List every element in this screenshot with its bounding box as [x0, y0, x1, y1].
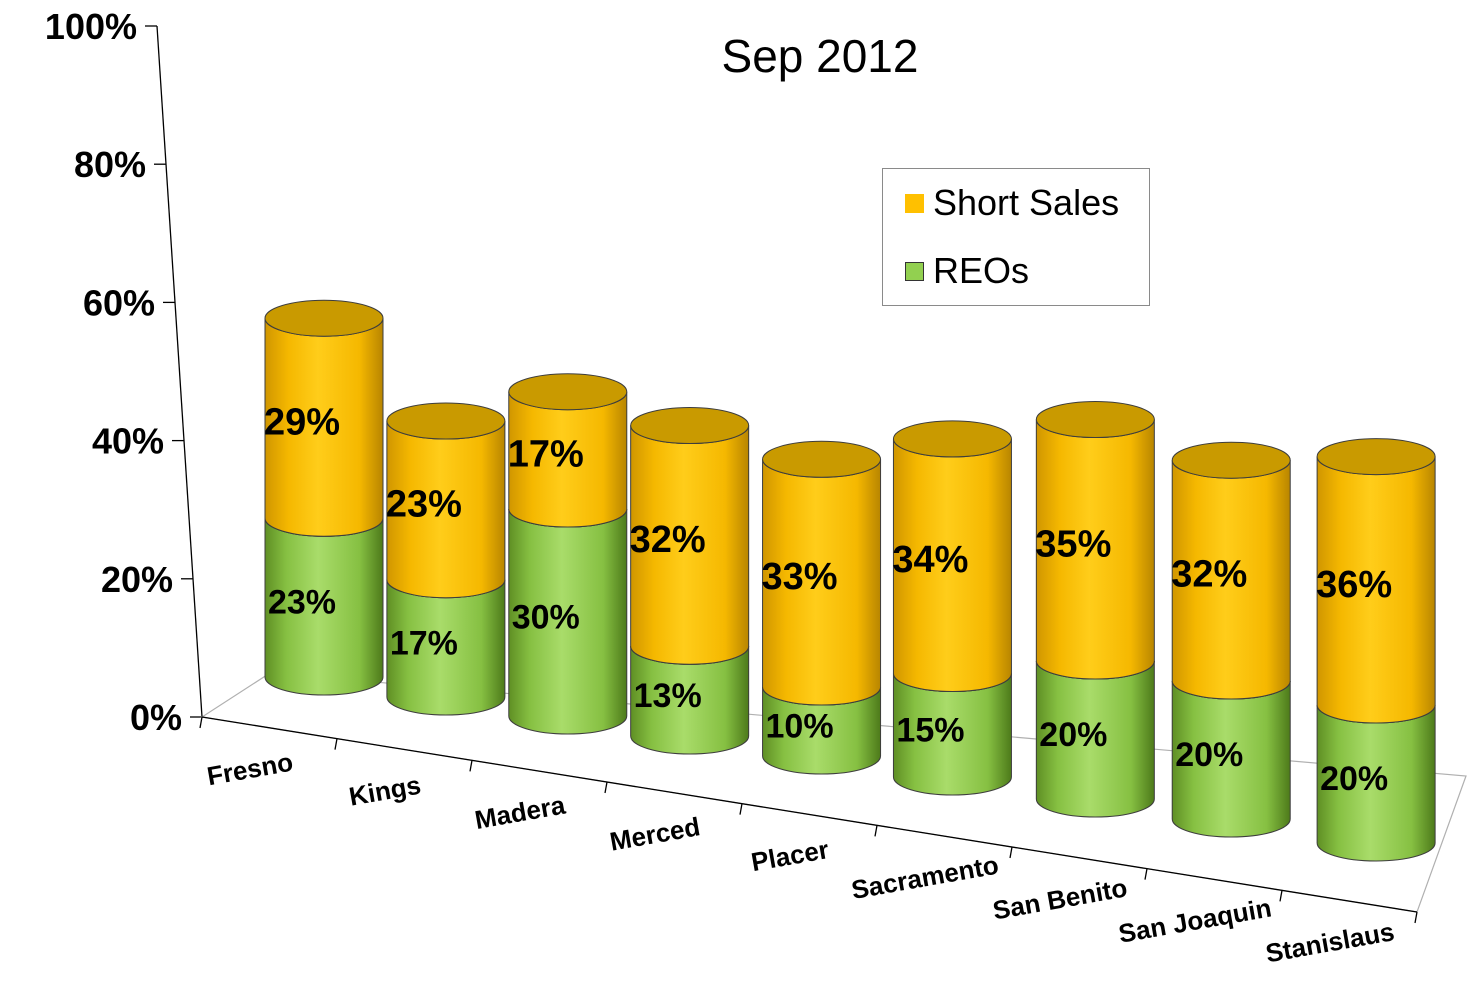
axes: 0% 20% 40% 60% 80% 100% Fresno Kings Madera Merce…	[45, 6, 1467, 968]
data-label-short-sales: 34%	[892, 539, 968, 581]
y-tick-label: 40%	[92, 421, 164, 462]
x-tick-mark	[604, 781, 608, 794]
bar-short-sales-cap	[762, 440, 882, 478]
bars	[264, 299, 1436, 862]
data-label-short-sales: 32%	[1171, 554, 1247, 596]
x-tick-label: Kings	[347, 770, 423, 812]
x-tick-mark	[1144, 868, 1148, 880]
data-label-short-sales: 32%	[630, 519, 706, 561]
x-axis-line	[201, 716, 1418, 913]
data-label-reos: 17%	[390, 624, 458, 662]
data-label-reos: 23%	[268, 584, 336, 622]
legend-label-reos: REOs	[933, 250, 1030, 291]
bar-short-sales-cap	[386, 402, 506, 440]
data-label-reos: 13%	[634, 677, 702, 715]
data-label-short-sales: 29%	[264, 401, 340, 443]
bar-short-sales-cap	[892, 420, 1012, 458]
y-tick-label: 0%	[130, 697, 182, 738]
x-tick-label: San Benito	[990, 872, 1129, 925]
x-tick-label: Merced	[608, 811, 703, 856]
x-tick-label: San Joaquin	[1116, 892, 1273, 948]
data-label-reos: 20%	[1320, 760, 1388, 798]
data-label-reos: 20%	[1039, 716, 1107, 754]
y-tick-label: 100%	[45, 6, 137, 47]
x-tick-mark	[199, 716, 203, 729]
legend-label-short-sales: Short Sales	[933, 182, 1120, 223]
legend-swatch-reos	[905, 261, 924, 281]
legend-item-short-sales: Short Sales	[905, 182, 1120, 223]
data-label-reos: 20%	[1175, 736, 1243, 774]
bar-short-sales-cap	[1171, 441, 1291, 479]
legend: Short Sales REOs	[882, 168, 1150, 306]
data-label-reos: 10%	[766, 708, 834, 746]
bar-short-sales-cap	[1316, 438, 1436, 476]
x-tick-label: Placer	[749, 834, 831, 877]
data-label-short-sales: 17%	[508, 433, 584, 475]
data-label-short-sales: 33%	[762, 556, 838, 598]
legend-swatch-short-sales	[905, 193, 924, 213]
bar-short-sales-cap	[1035, 401, 1155, 438]
x-tick-label: Sacramento	[849, 850, 1001, 905]
data-label-short-sales: 35%	[1035, 523, 1111, 565]
y-tick-label: 80%	[74, 144, 146, 185]
x-tick-label: Madera	[473, 790, 568, 835]
x-tick-label: Stanislaus	[1263, 916, 1396, 968]
x-tick-mark	[1414, 911, 1418, 924]
x-tick-mark	[874, 825, 878, 837]
x-tick-mark	[1279, 890, 1283, 902]
legend-item-reos: REOs	[905, 250, 1030, 291]
bar-short-sales-cap	[630, 407, 750, 444]
bar-short-sales-cap	[264, 299, 384, 337]
data-label-short-sales: 23%	[386, 483, 462, 525]
x-tick-mark	[334, 738, 338, 750]
y-tick-label: 60%	[83, 282, 155, 323]
x-tick-mark	[1009, 846, 1013, 859]
bar-short-sales-cap	[508, 373, 628, 411]
x-tick-mark	[739, 803, 743, 815]
data-label-reos: 30%	[512, 599, 580, 637]
chart-title: Sep 2012	[722, 30, 919, 82]
data-labels: 23% 29% 17% 23% 30% 17% 13% 32% 10% 33% 15% 34% 20% 3…	[264, 401, 1392, 798]
x-tick-label: Fresno	[205, 747, 296, 792]
data-label-short-sales: 36%	[1316, 564, 1392, 606]
data-label-reos: 15%	[896, 711, 964, 749]
y-axis-line	[156, 25, 203, 718]
y-tick-label: 20%	[101, 559, 173, 600]
x-tick-mark	[469, 760, 473, 772]
